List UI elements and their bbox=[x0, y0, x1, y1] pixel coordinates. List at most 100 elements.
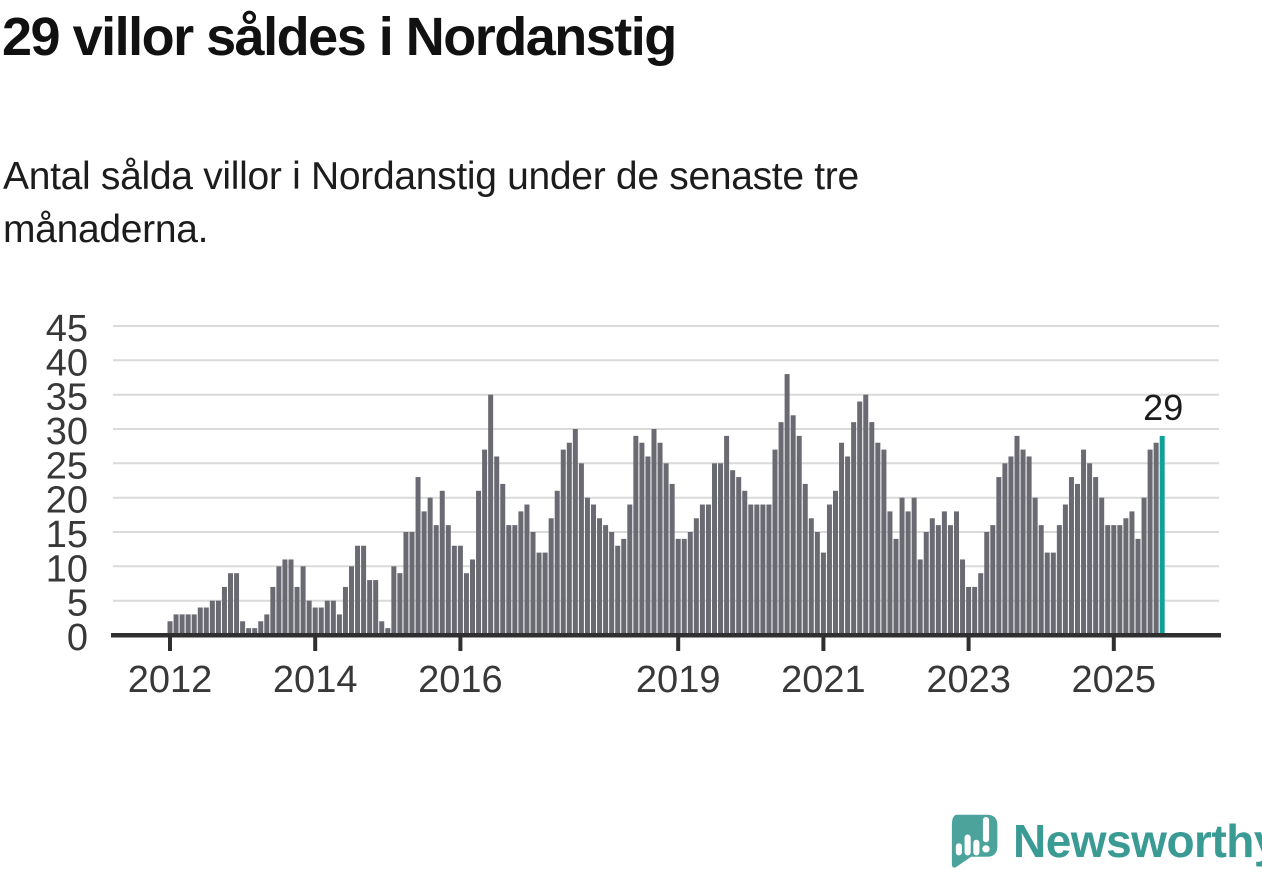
bar bbox=[197, 607, 203, 635]
highlighted-bar bbox=[1159, 435, 1165, 635]
bar bbox=[276, 566, 282, 635]
bar bbox=[397, 573, 403, 635]
bar bbox=[584, 497, 590, 635]
bar bbox=[572, 429, 578, 635]
x-axis-label: 2014 bbox=[273, 659, 358, 701]
bar bbox=[947, 525, 953, 635]
y-axis-label: 35 bbox=[46, 377, 88, 419]
bar bbox=[772, 449, 778, 635]
bar bbox=[312, 607, 318, 635]
x-axis-label: 2016 bbox=[418, 659, 503, 701]
bar bbox=[421, 511, 427, 635]
bar bbox=[463, 573, 469, 635]
bar bbox=[240, 621, 246, 635]
bar bbox=[409, 532, 415, 635]
bar bbox=[228, 573, 233, 635]
bar bbox=[923, 532, 929, 635]
bar bbox=[1026, 456, 1032, 635]
bar bbox=[391, 566, 397, 635]
bar bbox=[663, 463, 669, 635]
bar bbox=[324, 600, 330, 635]
bar bbox=[336, 614, 342, 635]
x-axis-label: 2025 bbox=[1072, 659, 1157, 701]
bar bbox=[536, 552, 542, 635]
bar bbox=[1062, 504, 1068, 635]
bar bbox=[1075, 483, 1080, 635]
bar bbox=[355, 545, 361, 635]
bar bbox=[591, 504, 596, 635]
bar bbox=[203, 607, 209, 635]
bar bbox=[718, 463, 724, 635]
bar bbox=[209, 600, 215, 635]
bar bbox=[179, 614, 185, 635]
bar bbox=[639, 442, 645, 635]
bar bbox=[1014, 435, 1020, 635]
bar bbox=[627, 504, 633, 635]
bar bbox=[796, 435, 802, 635]
bar bbox=[1002, 463, 1008, 635]
bar bbox=[693, 518, 699, 635]
bar bbox=[935, 525, 941, 635]
bar bbox=[990, 525, 996, 635]
bar bbox=[488, 394, 494, 635]
bar bbox=[839, 442, 845, 635]
bar bbox=[167, 621, 173, 635]
bar bbox=[506, 525, 512, 635]
bar bbox=[681, 538, 687, 635]
bar bbox=[427, 497, 433, 635]
bar bbox=[403, 532, 409, 635]
bar bbox=[318, 607, 324, 635]
bar bbox=[960, 559, 966, 635]
mini-bar-chart-icon bbox=[955, 816, 990, 856]
bar bbox=[1129, 511, 1135, 635]
bar bbox=[760, 504, 766, 635]
bar bbox=[1081, 449, 1087, 635]
bar bbox=[1123, 518, 1129, 635]
bar bbox=[603, 525, 609, 635]
x-axis-label: 2021 bbox=[781, 659, 866, 701]
bar bbox=[1153, 442, 1159, 635]
bar bbox=[342, 586, 348, 635]
newsworthy-logo: Newsworthy bbox=[944, 812, 1262, 870]
bar bbox=[929, 518, 935, 635]
last-value-annotation: 29 bbox=[1143, 387, 1183, 428]
bar bbox=[766, 504, 772, 635]
bar bbox=[300, 566, 306, 635]
exclamation-dot bbox=[982, 845, 990, 853]
bar bbox=[778, 422, 784, 635]
bar bbox=[802, 483, 808, 635]
bar bbox=[996, 477, 1002, 635]
x-axis-tick bbox=[313, 637, 318, 651]
y-axis-label: 5 bbox=[67, 583, 88, 625]
bar bbox=[857, 401, 863, 635]
bar bbox=[790, 415, 796, 635]
bar bbox=[530, 532, 536, 635]
bar bbox=[445, 525, 451, 635]
x-axis: 2012 2014 2016 2019 2021 2023 2025 bbox=[111, 633, 1221, 701]
bar bbox=[373, 580, 379, 635]
bar bbox=[845, 456, 851, 635]
bar bbox=[221, 586, 227, 635]
bar bbox=[1056, 525, 1062, 635]
bar bbox=[1147, 449, 1153, 635]
x-axis-label: 2019 bbox=[636, 659, 721, 701]
y-axis-label: 0 bbox=[67, 617, 88, 659]
bar bbox=[330, 600, 336, 635]
bar bbox=[893, 538, 899, 635]
bar bbox=[433, 525, 439, 635]
x-axis-tick bbox=[168, 637, 172, 651]
x-axis-tick bbox=[966, 637, 971, 651]
x-axis-tick bbox=[821, 637, 826, 651]
bar bbox=[814, 532, 820, 635]
x-axis-label: 2023 bbox=[926, 659, 1011, 701]
bar bbox=[385, 628, 391, 635]
x-axis-line bbox=[111, 633, 1221, 638]
bar bbox=[820, 552, 826, 635]
bar bbox=[724, 435, 730, 635]
bar bbox=[911, 497, 917, 635]
bar bbox=[1141, 497, 1147, 635]
bar bbox=[984, 532, 990, 635]
bar bbox=[1032, 497, 1038, 635]
bar bbox=[833, 490, 838, 635]
